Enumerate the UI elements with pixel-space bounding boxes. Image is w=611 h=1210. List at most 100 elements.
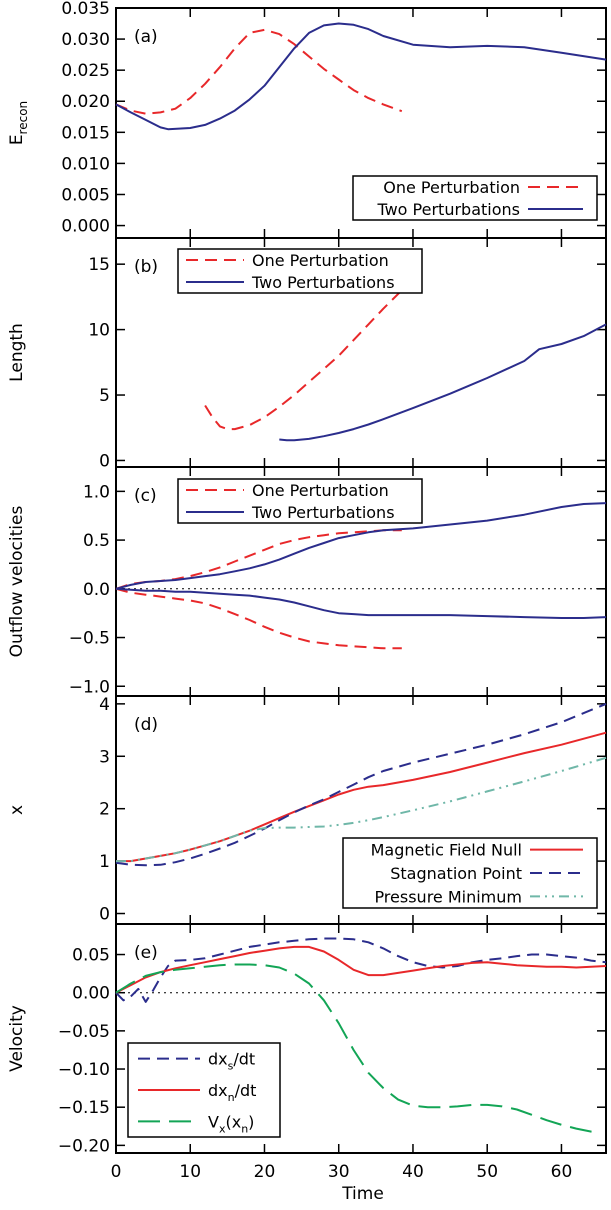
series-line [204, 289, 403, 431]
legend-entry: Two Perturbations [251, 273, 395, 292]
y-tick-label: 1.0 [83, 482, 110, 502]
legend-entry: Stagnation Point [390, 864, 522, 883]
panel-label: (d) [134, 715, 158, 735]
y-tick-label: 10 [88, 321, 110, 341]
series-line [115, 937, 607, 1003]
legend-entry-text: Two Perturbations [376, 200, 520, 219]
legend-entry-text: Stagnation Point [390, 864, 522, 883]
panel-label: (c) [134, 486, 157, 506]
y-axis-label: Outflow velocities [7, 506, 27, 658]
legend-entry-text: dx [208, 1081, 228, 1100]
legend: One Perturbation Two Perturbations [177, 248, 423, 294]
legend-entry: dxn/dt [208, 1081, 256, 1104]
y-tick-label: 15 [88, 255, 110, 275]
legend: One Perturbation Two Perturbations [177, 478, 423, 524]
x-tick-label: 0 [111, 1162, 122, 1182]
legend-entry-text: ) [248, 1112, 254, 1131]
series-line [115, 587, 402, 650]
legend-entry-text: dx [208, 1050, 228, 1069]
y-tick-label: −0.05 [58, 1022, 110, 1042]
y-tick-label: 0.030 [61, 30, 110, 50]
legend-entry-text: /dt [233, 1050, 255, 1069]
x-tick-label: 30 [328, 1162, 350, 1182]
y-axis-label: Erecon [7, 101, 30, 145]
y-tick-label: 0.05 [72, 946, 110, 966]
y-tick-label: 0.025 [61, 61, 110, 81]
series-line [115, 963, 599, 1134]
legend-box [177, 248, 423, 294]
series-line [115, 529, 402, 590]
y-tick-label: −0.10 [58, 1060, 110, 1080]
series-line [115, 28, 403, 115]
y-tick-label: 1 [99, 852, 110, 872]
panel-label: (a) [134, 27, 158, 47]
y-tick-label: 0.015 [61, 123, 110, 143]
legend-entry: Magnetic Field Null [371, 841, 522, 860]
panel-label: (b) [134, 257, 158, 277]
y-axis-label-text: Outflow velocities [7, 506, 27, 658]
panel-b: 0 5 10 15 (b) Length One Perturbation Two Pertu… [7, 237, 607, 471]
y-tick-label: −0.15 [58, 1098, 110, 1118]
legend-entry: One Perturbation [383, 178, 520, 197]
x-tick-label: 10 [179, 1162, 201, 1182]
panel-d: 0 1 2 3 4 (d) x Magnetic Field Null Stagnation P… [7, 695, 607, 925]
legend-entry: One Perturbation [252, 251, 389, 270]
y-tick-label: 0.020 [61, 92, 110, 112]
series-line [115, 502, 607, 590]
legend-entry-text: Pressure Minimum [374, 887, 522, 906]
x-tick-label: 50 [476, 1162, 498, 1182]
legend-entry-text: One Perturbation [383, 178, 520, 197]
y-tick-label: −0.5 [69, 629, 110, 649]
legend-entry: One Perturbation [252, 481, 389, 500]
y-axis-label: Length [7, 323, 27, 382]
legend-box [177, 478, 423, 524]
panel-label: (e) [134, 943, 158, 963]
y-tick-label: 0.035 [61, 0, 110, 19]
legend-entry-subscript: s [228, 1060, 234, 1073]
y-tick-label: 0.010 [61, 154, 110, 174]
legend-entry-text: Two Perturbations [251, 503, 395, 522]
legend-box [352, 175, 598, 221]
legend-entry-text: Two Perturbations [251, 273, 395, 292]
y-tick-label: 5 [99, 386, 110, 406]
legend-entry-subscript: n [228, 1091, 235, 1104]
panel-e: −0.20 −0.15 −0.10 −0.05 0.00 0.05 (e) Velocity d… [7, 923, 607, 1156]
y-axis-label: x [7, 805, 27, 815]
x-tick-label: 20 [254, 1162, 276, 1182]
y-tick-label: 0 [99, 451, 110, 471]
plot-frame [115, 923, 607, 1154]
y-tick-label: −0.20 [58, 1136, 110, 1156]
y-axis-label-text: Length [7, 323, 27, 382]
y-tick-label: −1.0 [69, 677, 110, 697]
x-tick-label: 40 [402, 1162, 424, 1182]
y-tick-label: 4 [99, 695, 110, 715]
legend-entry-text: V [208, 1112, 219, 1131]
legend-entry-subscript: n [241, 1122, 248, 1135]
y-axis-label-text: E [7, 134, 27, 145]
legend: Magnetic Field Null Stagnation Point Press… [342, 837, 598, 909]
legend-entry: dxs/dt [208, 1050, 255, 1073]
series-line [115, 702, 607, 867]
y-tick-label: 0.5 [83, 531, 110, 551]
legend-entry: Pressure Minimum [374, 887, 522, 906]
y-tick-label: 0.0 [83, 580, 110, 600]
x-axis-label: Time [341, 1184, 384, 1204]
series-line [116, 756, 607, 863]
legend-entry-text: /dt [235, 1081, 257, 1100]
y-axis-label-text: x [7, 805, 27, 815]
legend-entry-text: Magnetic Field Null [371, 841, 522, 860]
y-tick-label: 0 [99, 905, 110, 925]
y-tick-label: 0.005 [61, 185, 110, 205]
legend-entry: Two Perturbations [376, 200, 520, 219]
x-tick-label: 60 [551, 1162, 573, 1182]
series-line [279, 323, 607, 442]
y-axis-label: Velocity [7, 1005, 27, 1072]
y-tick-label: 2 [99, 800, 110, 820]
y-axis-label-subscript: recon [16, 101, 30, 135]
legend-entry-text: One Perturbation [252, 481, 389, 500]
legend-entry-text: One Perturbation [252, 251, 389, 270]
series-line [115, 22, 607, 131]
